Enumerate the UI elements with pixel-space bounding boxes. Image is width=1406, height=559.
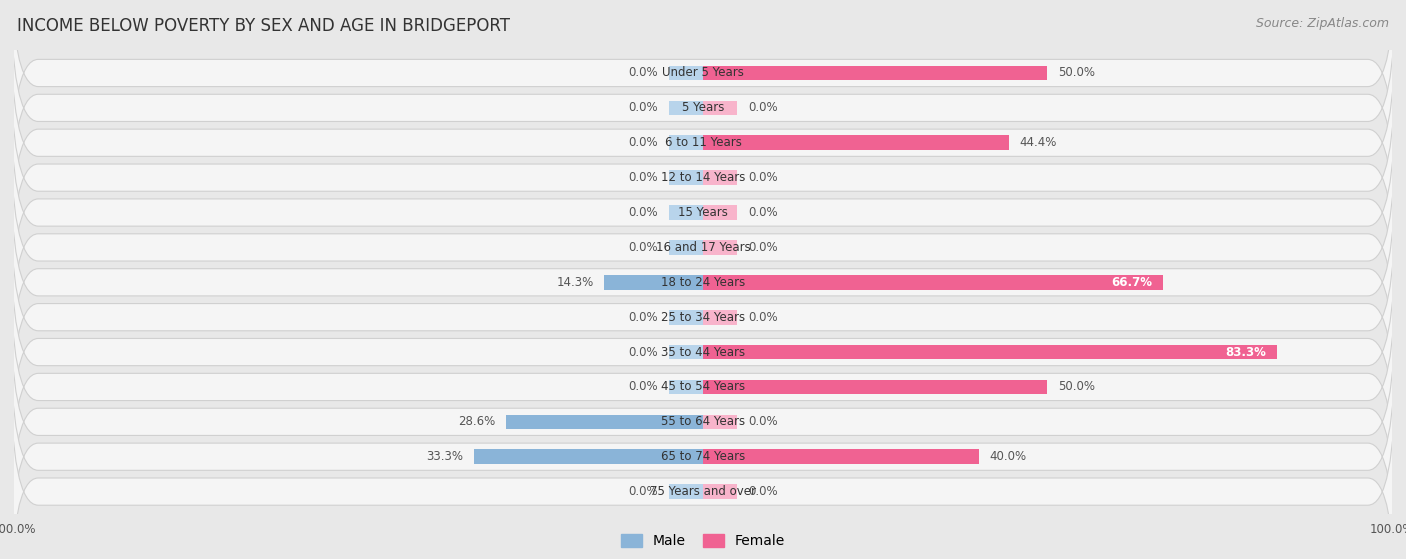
FancyBboxPatch shape xyxy=(11,0,1395,199)
Text: 0.0%: 0.0% xyxy=(748,415,778,428)
Text: 0.0%: 0.0% xyxy=(628,345,658,358)
FancyBboxPatch shape xyxy=(11,51,1395,304)
Text: 0.0%: 0.0% xyxy=(628,311,658,324)
Text: 0.0%: 0.0% xyxy=(628,206,658,219)
Bar xyxy=(703,415,738,429)
Text: 5 Years: 5 Years xyxy=(682,101,724,115)
Bar xyxy=(703,345,1277,359)
Text: 0.0%: 0.0% xyxy=(628,171,658,184)
Legend: Male, Female: Male, Female xyxy=(616,529,790,554)
Text: 33.3%: 33.3% xyxy=(426,450,463,463)
Bar xyxy=(703,135,1010,150)
Text: 35 to 44 Years: 35 to 44 Years xyxy=(661,345,745,358)
Bar xyxy=(703,380,1047,394)
Bar xyxy=(669,484,703,499)
Text: 28.6%: 28.6% xyxy=(458,415,496,428)
Text: 44.4%: 44.4% xyxy=(1019,136,1056,149)
Text: 6 to 11 Years: 6 to 11 Years xyxy=(665,136,741,149)
Bar xyxy=(669,205,703,220)
Bar xyxy=(703,205,738,220)
Text: 18 to 24 Years: 18 to 24 Years xyxy=(661,276,745,289)
Bar xyxy=(669,135,703,150)
Text: 45 to 54 Years: 45 to 54 Years xyxy=(661,381,745,394)
FancyBboxPatch shape xyxy=(11,191,1395,443)
FancyBboxPatch shape xyxy=(11,261,1395,513)
Text: 0.0%: 0.0% xyxy=(628,241,658,254)
Text: 40.0%: 40.0% xyxy=(988,450,1026,463)
Text: 66.7%: 66.7% xyxy=(1111,276,1152,289)
Bar xyxy=(703,275,1163,290)
Text: 0.0%: 0.0% xyxy=(748,206,778,219)
Text: 55 to 64 Years: 55 to 64 Years xyxy=(661,415,745,428)
Bar xyxy=(703,484,738,499)
Text: 0.0%: 0.0% xyxy=(748,241,778,254)
Text: 25 to 34 Years: 25 to 34 Years xyxy=(661,311,745,324)
Bar xyxy=(703,65,1047,80)
Bar xyxy=(703,240,738,255)
Bar xyxy=(506,415,703,429)
Text: 0.0%: 0.0% xyxy=(748,171,778,184)
Text: 75 Years and over: 75 Years and over xyxy=(650,485,756,498)
FancyBboxPatch shape xyxy=(11,87,1395,338)
FancyBboxPatch shape xyxy=(11,121,1395,373)
Text: 0.0%: 0.0% xyxy=(748,485,778,498)
Bar xyxy=(474,449,703,464)
Bar xyxy=(669,310,703,325)
Bar xyxy=(669,380,703,394)
Bar xyxy=(703,449,979,464)
Text: 15 Years: 15 Years xyxy=(678,206,728,219)
FancyBboxPatch shape xyxy=(11,226,1395,478)
Text: 14.3%: 14.3% xyxy=(557,276,595,289)
Text: INCOME BELOW POVERTY BY SEX AND AGE IN BRIDGEPORT: INCOME BELOW POVERTY BY SEX AND AGE IN B… xyxy=(17,17,510,35)
Text: 0.0%: 0.0% xyxy=(628,381,658,394)
FancyBboxPatch shape xyxy=(11,0,1395,234)
Bar xyxy=(669,170,703,185)
Text: 65 to 74 Years: 65 to 74 Years xyxy=(661,450,745,463)
Bar xyxy=(703,310,738,325)
Text: 0.0%: 0.0% xyxy=(748,311,778,324)
Bar xyxy=(669,65,703,80)
FancyBboxPatch shape xyxy=(11,17,1395,269)
Bar xyxy=(669,345,703,359)
Text: 0.0%: 0.0% xyxy=(628,101,658,115)
Text: 50.0%: 50.0% xyxy=(1057,381,1095,394)
Bar xyxy=(669,101,703,115)
Text: 0.0%: 0.0% xyxy=(628,67,658,79)
FancyBboxPatch shape xyxy=(11,296,1395,548)
FancyBboxPatch shape xyxy=(11,157,1395,408)
Bar xyxy=(669,240,703,255)
FancyBboxPatch shape xyxy=(11,331,1395,559)
Bar xyxy=(703,101,738,115)
Text: Source: ZipAtlas.com: Source: ZipAtlas.com xyxy=(1256,17,1389,30)
Text: 0.0%: 0.0% xyxy=(748,101,778,115)
Text: 16 and 17 Years: 16 and 17 Years xyxy=(655,241,751,254)
Text: 0.0%: 0.0% xyxy=(628,485,658,498)
Text: 83.3%: 83.3% xyxy=(1226,345,1267,358)
Text: 12 to 14 Years: 12 to 14 Years xyxy=(661,171,745,184)
Text: 50.0%: 50.0% xyxy=(1057,67,1095,79)
Text: 0.0%: 0.0% xyxy=(628,136,658,149)
FancyBboxPatch shape xyxy=(11,366,1395,559)
Bar xyxy=(605,275,703,290)
Bar xyxy=(703,170,738,185)
Text: Under 5 Years: Under 5 Years xyxy=(662,67,744,79)
